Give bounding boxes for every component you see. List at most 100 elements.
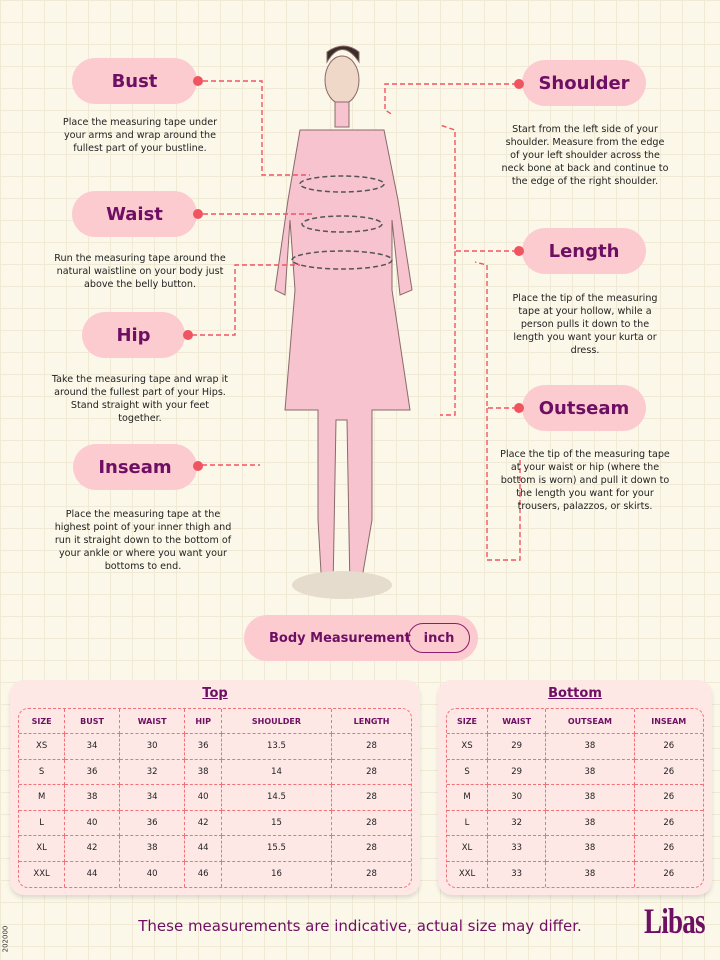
table-cell: M <box>447 785 489 811</box>
hip-marker <box>183 330 193 340</box>
table-cell: M <box>19 785 66 811</box>
table-cell: 36 <box>185 734 222 760</box>
table-row: XXL 44 40 46 16 28 <box>19 861 411 887</box>
bottom-size-table: SIZE WAIST OUTSEAM INSEAM XS 29 38 26 S 29 38 26 M 30… <box>446 708 704 888</box>
table-cell: 42 <box>65 836 120 862</box>
bust-marker <box>193 76 203 86</box>
table-cell: 13.5 <box>221 734 333 760</box>
figure-illustration <box>192 45 521 599</box>
length-pill: Length <box>522 228 646 274</box>
table-cell: S <box>447 759 489 785</box>
brand-logo: Libas <box>644 901 706 941</box>
table-cell: 42 <box>185 810 222 836</box>
table-cell: 26 <box>634 734 703 760</box>
bust-description: Place the measuring tape under your arms… <box>62 117 218 154</box>
hip-description: Take the measuring tape and wrap it arou… <box>51 374 229 424</box>
disclaimer: These measurements are indicative, actua… <box>138 917 582 935</box>
table-row: L 40 36 42 15 28 <box>19 810 411 836</box>
product-code: 202000 <box>1 925 10 953</box>
table-cell: 33 <box>488 861 547 887</box>
column-header: HIP <box>185 709 222 734</box>
table-cell: 26 <box>634 785 703 811</box>
table-cell: 32 <box>488 810 547 836</box>
column-header: SIZE <box>19 709 66 734</box>
table-cell: 28 <box>332 811 411 836</box>
model-figure <box>274 45 413 599</box>
table-cell: 38 <box>546 861 635 887</box>
table-cell: 34 <box>65 734 120 760</box>
table-cell: 30 <box>119 734 186 760</box>
shoulder-marker <box>514 79 524 89</box>
table-cell: L <box>19 810 66 836</box>
table-cell: 38 <box>546 810 635 836</box>
table-row: M 38 34 40 14.5 28 <box>19 785 411 811</box>
table-cell: XXL <box>447 861 489 887</box>
table-cell: 40 <box>185 785 222 811</box>
top-table-title: Top <box>202 686 228 701</box>
bust-pill: Bust <box>72 58 197 104</box>
column-header: LENGTH <box>332 709 411 734</box>
table-cell: 38 <box>546 759 635 785</box>
table-row: XL 33 38 26 <box>447 836 703 862</box>
waist-pill: Waist <box>72 191 197 237</box>
table-row: XS 34 30 36 13.5 28 <box>19 734 411 760</box>
table-row: M 30 38 26 <box>447 785 703 811</box>
table-row: S 36 32 38 14 28 <box>19 759 411 785</box>
column-header: SIZE <box>447 709 489 734</box>
table-cell: 38 <box>546 836 635 862</box>
table-row: S 29 38 26 <box>447 759 703 785</box>
table-header-row: SIZE WAIST OUTSEAM INSEAM <box>447 709 703 734</box>
table-cell: 28 <box>366 869 377 880</box>
inseam-marker <box>193 461 203 471</box>
column-header: WAIST <box>119 709 186 734</box>
length-marker <box>514 246 524 256</box>
table-cell: S <box>19 759 66 785</box>
table-cell: 40 <box>65 810 120 836</box>
table-row: L 32 38 26 <box>447 810 703 836</box>
table-cell: 28 <box>332 836 411 862</box>
length-description: Place the tip of the measuring tape at y… <box>512 293 658 356</box>
waist-marker <box>193 209 203 219</box>
table-cell: 15 <box>221 810 333 836</box>
table-cell: 32 <box>119 759 186 785</box>
table-cell: 34 <box>119 785 186 811</box>
table-row: XXL 33 38 26 <box>447 861 703 887</box>
column-header: WAIST <box>488 709 547 734</box>
hip-pill: Hip <box>82 312 185 358</box>
table-cell: 38 <box>546 785 635 811</box>
table-cell: 28 <box>332 734 411 760</box>
inseam-description: Place the measuring tape at the highest … <box>54 509 232 572</box>
top-size-card: Top SIZE BUST WAIST HIP SHOULDER LENGTH XS 34 30… <box>10 680 420 895</box>
outseam-pill: Outseam <box>522 385 646 431</box>
table-cell: 40 <box>120 861 186 887</box>
table-cell: XS <box>19 734 66 760</box>
table-cell: 38 <box>546 734 635 760</box>
table-cell: 38 <box>119 836 186 862</box>
outseam-description: Place the tip of the measuring tape at y… <box>500 449 670 512</box>
shoulder-pill: Shoulder <box>522 60 646 106</box>
table-row: XL 42 38 44 15.5 28 <box>19 836 411 862</box>
table-cell: 44 <box>185 836 222 862</box>
table-cell: 26 <box>634 760 703 785</box>
table-cell: 16 <box>222 861 333 887</box>
table-header-row: SIZE BUST WAIST HIP SHOULDER LENGTH <box>19 709 411 734</box>
table-cell: 14.5 <box>221 785 333 811</box>
table-cell: 44 <box>65 861 120 887</box>
table-cell: 29 <box>488 759 547 785</box>
table-cell: 15.5 <box>221 836 333 862</box>
table-cell: 33 <box>488 836 547 862</box>
waist-description: Run the measuring tape around the natura… <box>54 253 226 290</box>
table-cell: 38 <box>185 759 222 785</box>
table-cell: 26 <box>663 869 675 880</box>
bottom-table-title: Bottom <box>548 686 602 701</box>
table-cell: 26 <box>634 836 703 862</box>
table-cell: 28 <box>332 785 411 811</box>
table-cell: L <box>447 810 489 836</box>
table-cell: 26 <box>634 811 703 836</box>
body-measurement-bar: Body Measurement inch <box>244 615 478 661</box>
table-cell: 30 <box>488 785 547 811</box>
top-size-table: SIZE BUST WAIST HIP SHOULDER LENGTH XS 34 30 36 13… <box>18 708 412 888</box>
unit-toggle[interactable]: inch <box>408 623 470 653</box>
shoulder-description: Start from the left side of your shoulde… <box>501 124 669 187</box>
table-cell: XXL <box>19 861 66 887</box>
